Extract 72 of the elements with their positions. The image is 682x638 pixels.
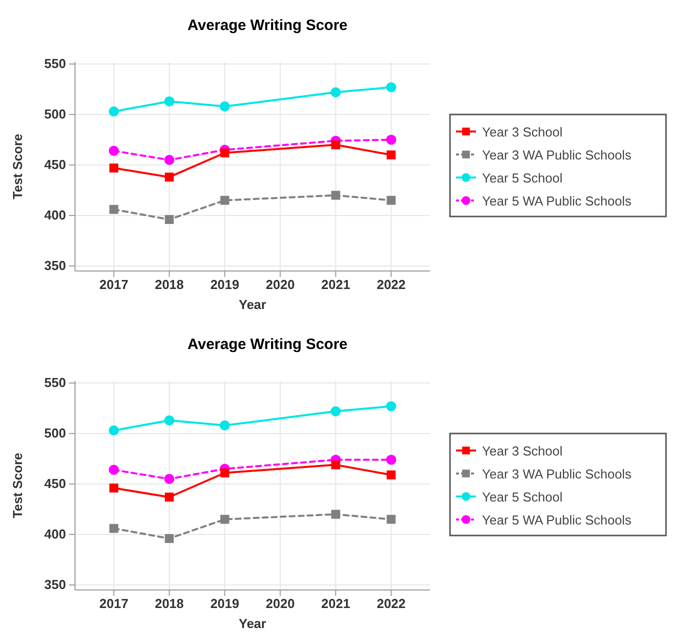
x-tick-label: 2019 — [210, 596, 240, 612]
point — [108, 106, 119, 117]
point — [108, 464, 119, 475]
point — [164, 154, 174, 165]
point — [386, 470, 396, 480]
x-tick-label: 2018 — [154, 596, 184, 612]
legend-label: Year 3 WA Public Schools — [482, 148, 632, 162]
point — [386, 514, 396, 524]
x-tick-label: 2022 — [376, 277, 406, 292]
legend-label: Year 5 School — [482, 490, 563, 504]
legend-label: Year 3 WA Public Schools — [482, 466, 632, 482]
point — [164, 534, 174, 543]
point — [164, 172, 174, 182]
y-axis-title: Test Score — [10, 134, 25, 200]
x-tick-label: 2020 — [266, 277, 295, 292]
x-tick-label: 2022 — [376, 596, 406, 612]
y-tick-label: 450 — [44, 476, 66, 492]
point — [109, 524, 118, 533]
point — [386, 150, 396, 160]
point — [331, 460, 340, 470]
point — [108, 425, 119, 436]
y-tick-label: 500 — [44, 106, 66, 122]
y-tick-label: 550 — [44, 56, 66, 72]
x-tick-label: 2017 — [99, 596, 128, 612]
y-tick-label: 400 — [44, 208, 66, 223]
x-tick-label: 2020 — [266, 596, 295, 612]
point — [220, 420, 230, 430]
y-tick-label: 500 — [44, 426, 66, 441]
x-tick-label: 2021 — [321, 277, 350, 292]
point — [220, 514, 230, 524]
point — [164, 96, 174, 106]
point — [220, 101, 230, 112]
point — [386, 454, 396, 465]
legend-label: Year 5 WA Public Schools — [482, 194, 632, 208]
x-tick-label: 2019 — [210, 277, 240, 292]
point — [386, 401, 396, 412]
point — [164, 415, 174, 426]
point — [386, 196, 396, 205]
legend-label: Year 3 School — [482, 124, 563, 140]
point — [331, 510, 340, 519]
legend-label: Year 5 WA Public Schools — [482, 512, 632, 528]
point — [386, 82, 396, 92]
point — [330, 406, 341, 416]
x-axis-title: Year — [238, 616, 266, 631]
legend-label: Year 3 School — [482, 444, 563, 458]
point — [109, 484, 118, 492]
point — [109, 164, 118, 172]
y-tick-label: 350 — [44, 577, 66, 592]
legend-label: Year 5 School — [482, 170, 563, 186]
point — [220, 468, 230, 478]
x-axis-title: Year — [238, 297, 266, 312]
point — [220, 148, 230, 158]
point — [164, 215, 174, 224]
x-tick-label: 2017 — [99, 277, 128, 292]
point — [331, 140, 340, 150]
x-tick-label: 2021 — [321, 596, 350, 612]
chart-title: Average Writing Score — [187, 336, 348, 353]
point — [331, 190, 340, 200]
point — [164, 492, 174, 502]
point — [109, 204, 118, 214]
y-tick-label: 550 — [44, 375, 66, 390]
point — [108, 146, 119, 156]
chart-title: Average Writing Score — [187, 17, 348, 34]
x-tick-label: 2018 — [154, 277, 184, 292]
point — [164, 474, 174, 484]
point — [330, 87, 341, 98]
y-tick-label: 350 — [44, 258, 66, 274]
point — [220, 196, 230, 205]
y-axis-title: Test Score — [10, 452, 25, 518]
y-tick-label: 450 — [44, 157, 66, 172]
point — [386, 134, 396, 145]
y-tick-label: 400 — [44, 526, 66, 542]
